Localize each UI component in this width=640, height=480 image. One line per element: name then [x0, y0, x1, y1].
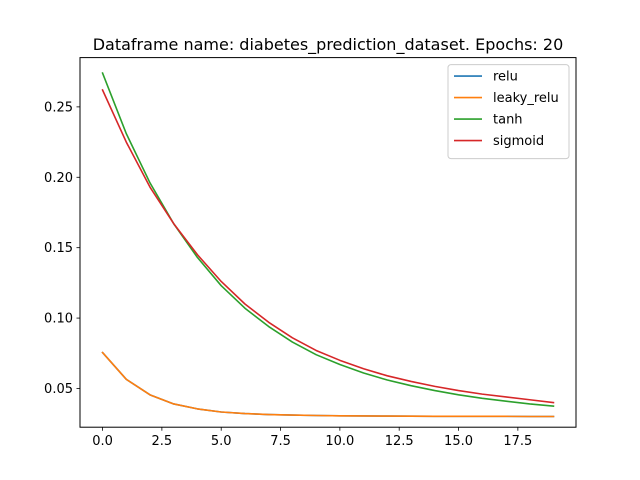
legend-label-relu: relu [493, 70, 518, 85]
x-tick-label: 17.5 [503, 434, 532, 449]
x-tick-label: 5.0 [211, 434, 232, 449]
x-tick-label: 2.5 [152, 434, 173, 449]
legend-label-sigmoid: sigmoid [493, 134, 544, 149]
legend-label-tanh: tanh [493, 113, 523, 128]
x-axis: 0.0 2.5 5.0 7.5 10.0 12.5 15.0 17.5 [92, 427, 532, 449]
series-line-leaky-relu [101, 351, 555, 418]
y-tick-label: 0.20 [44, 171, 73, 186]
y-axis: 0.05 0.10 0.15 0.20 0.25 [44, 100, 80, 397]
x-tick-label: 10.0 [325, 434, 354, 449]
y-tick-label: 0.25 [44, 100, 73, 115]
legend-box [447, 64, 570, 160]
plot-frame [79, 57, 577, 428]
series-line-sigmoid [101, 88, 555, 404]
x-tick-label: 0.0 [92, 434, 113, 449]
x-tick-label: 15.0 [444, 434, 473, 449]
y-tick-label: 0.15 [44, 241, 73, 256]
series-layer [101, 72, 555, 418]
legend-label-leaky-relu: leaky_relu [493, 91, 559, 106]
x-tick-label: 7.5 [270, 434, 291, 449]
y-tick-label: 0.10 [44, 312, 73, 327]
chart-title: Dataframe name: diabetes_prediction_data… [93, 35, 564, 55]
x-tick-label: 12.5 [385, 434, 414, 449]
y-tick-label: 0.05 [44, 382, 73, 397]
